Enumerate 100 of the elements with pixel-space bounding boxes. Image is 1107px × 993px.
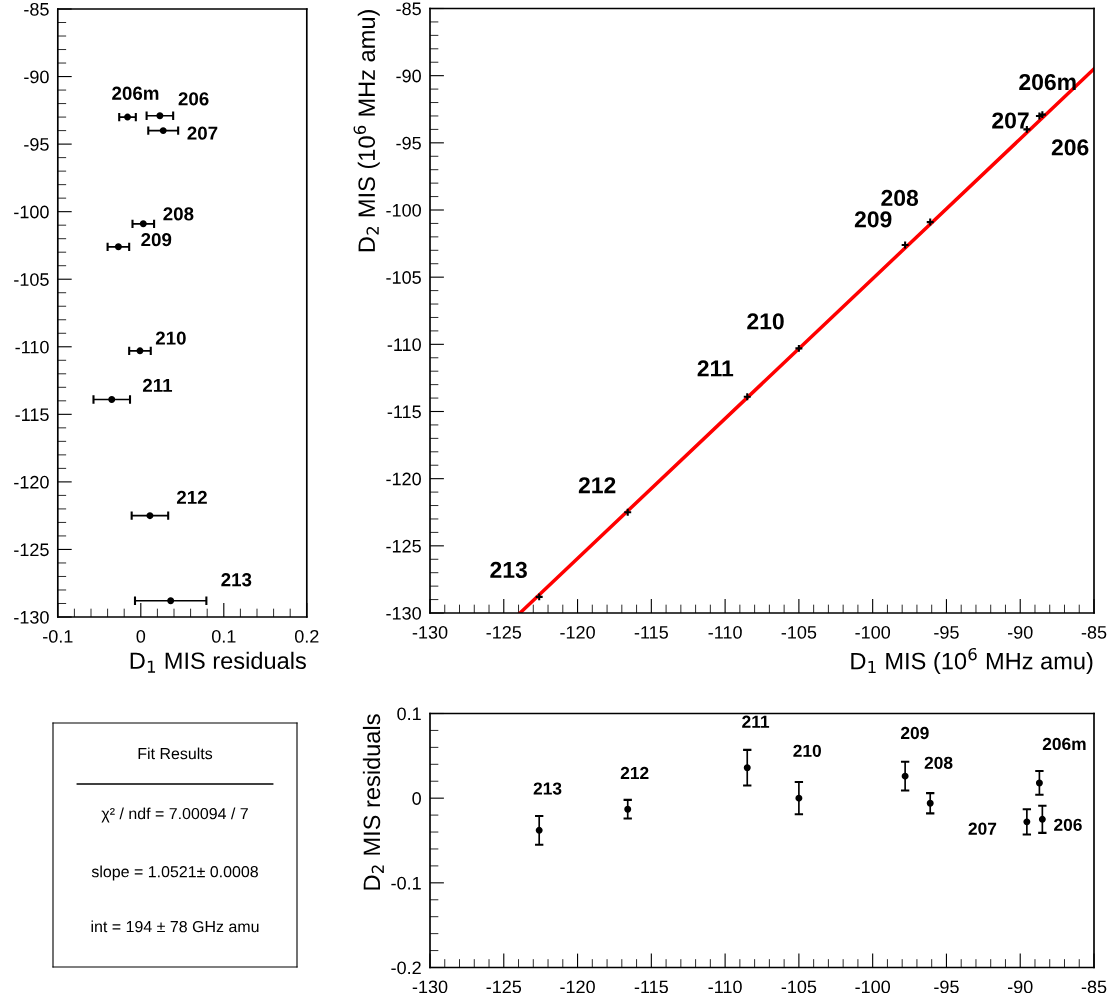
x-tick-label: 0 (136, 629, 146, 643)
point (1038, 815, 1046, 823)
y-tick-label: -105 (14, 273, 49, 286)
y-axis-title: D$_{2}$ MIS residuals (362, 714, 384, 890)
annotation: 212 (578, 477, 616, 494)
x-tick-label: -100 (855, 625, 891, 639)
text: χ² / ndf = 7.00094 / 7 (101, 807, 248, 823)
point (136, 347, 144, 355)
x-tick-label: -85 (1081, 980, 1107, 993)
point (159, 127, 167, 135)
annotation: 207 (992, 112, 1029, 129)
point (146, 512, 154, 520)
x-tick-label: -130 (412, 625, 448, 639)
point (1023, 818, 1031, 826)
x-axis-title: D$_{1}$ MIS (10$^{6}$ MHz amu) (851, 647, 1093, 675)
y-tick-label: -120 (14, 475, 49, 489)
text: Fit Results (138, 747, 213, 760)
x-tick-label: -120 (560, 625, 595, 639)
annotation: 206m (1042, 737, 1086, 751)
y-tick-label: 0.1 (397, 707, 421, 721)
y-tick-label: 0 (412, 792, 421, 805)
point (167, 597, 175, 605)
y-tick-label: -130 (386, 606, 421, 620)
y-tick-label: -90 (396, 69, 421, 83)
annotation: 206m (112, 86, 159, 100)
x-tick-label: -110 (708, 980, 742, 993)
annotation: 208 (881, 189, 919, 207)
x-tick-label: -115 (634, 980, 668, 993)
annotation: 211 (697, 360, 734, 377)
y-tick-label: -125 (14, 543, 49, 557)
annotation: 213 (533, 782, 562, 795)
annotation: 212 (176, 490, 207, 504)
x-tick-label: -125 (486, 980, 522, 993)
y-tick-label: -125 (386, 539, 421, 553)
y-tick-label: -0.1 (391, 876, 421, 890)
x-tick-label: -85 (1081, 625, 1107, 639)
annotation: 209 (141, 233, 172, 247)
point (156, 112, 164, 120)
x-tick-label: -130 (412, 980, 448, 993)
y-tick-label: -110 (15, 340, 49, 354)
point (139, 220, 147, 228)
annotation: 207 (968, 822, 997, 835)
y-tick-label: -115 (387, 405, 421, 419)
point (1035, 779, 1043, 787)
point (114, 243, 122, 251)
point (108, 396, 116, 403)
annotation: 206 (178, 92, 209, 106)
y-tick-label: -0.2 (391, 961, 421, 975)
point (124, 113, 131, 121)
annotation: 210 (155, 331, 186, 345)
x-tick-label: -0.1 (43, 629, 73, 643)
text: int = 194 ± 78 GHz amu (91, 920, 259, 933)
annotation: 208 (163, 207, 194, 221)
annotation: 209 (900, 726, 929, 740)
point (901, 772, 909, 780)
annotation: 211 (142, 378, 173, 392)
annotation: 207 (187, 126, 218, 140)
y-axis-title: D$_{2}$ MIS (10$^{6}$ MHz amu) (353, 10, 380, 252)
x-tick-label: -100 (855, 980, 891, 993)
y-tick-label: -90 (24, 70, 49, 84)
x-tick-label: 0.1 (211, 629, 236, 643)
point (535, 826, 543, 834)
annotation: 210 (747, 313, 784, 330)
point (795, 794, 803, 802)
x-tick-label: -120 (560, 980, 595, 993)
annotation: 213 (490, 561, 527, 579)
x-tick-label: -90 (1007, 625, 1033, 639)
x-tick-label: -95 (934, 625, 959, 639)
x-tick-label: -105 (781, 980, 817, 993)
point (926, 799, 934, 807)
annotation: 210 (793, 744, 821, 757)
point (743, 764, 751, 772)
point (624, 805, 632, 813)
annotation: 208 (924, 756, 953, 770)
y-tick-label: -115 (15, 408, 49, 422)
x-tick-label: 0.2 (294, 629, 319, 643)
x-tick-label: -115 (634, 626, 668, 639)
y-tick-label: -95 (24, 138, 49, 151)
annotation: 206 (1051, 139, 1089, 156)
x-tick-label: -110 (708, 625, 742, 639)
annotation: 212 (620, 766, 649, 779)
text: slope = 1.0521± 0.0008 (91, 865, 258, 881)
annotation: 213 (221, 573, 252, 587)
y-tick-label: -100 (386, 203, 421, 217)
annotation: 211 (742, 715, 770, 728)
y-tick-label: -95 (396, 136, 421, 150)
x-axis-title: D$_{1}$ MIS residuals (130, 651, 306, 673)
annotation: 206m (1019, 73, 1076, 91)
y-tick-label: -105 (386, 271, 421, 284)
x-tick-label: -90 (1007, 980, 1033, 993)
y-tick-label: -110 (387, 338, 421, 352)
annotation: 209 (854, 211, 892, 228)
x-tick-label: -125 (486, 625, 522, 639)
y-tick-label: -120 (386, 472, 421, 486)
x-tick-label: -105 (781, 625, 817, 639)
y-tick-label: -100 (14, 205, 49, 219)
y-tick-label: -130 (14, 610, 49, 624)
annotation: 206 (1054, 818, 1082, 831)
y-tick-label: -85 (24, 2, 49, 16)
y-tick-label: -85 (396, 2, 421, 16)
